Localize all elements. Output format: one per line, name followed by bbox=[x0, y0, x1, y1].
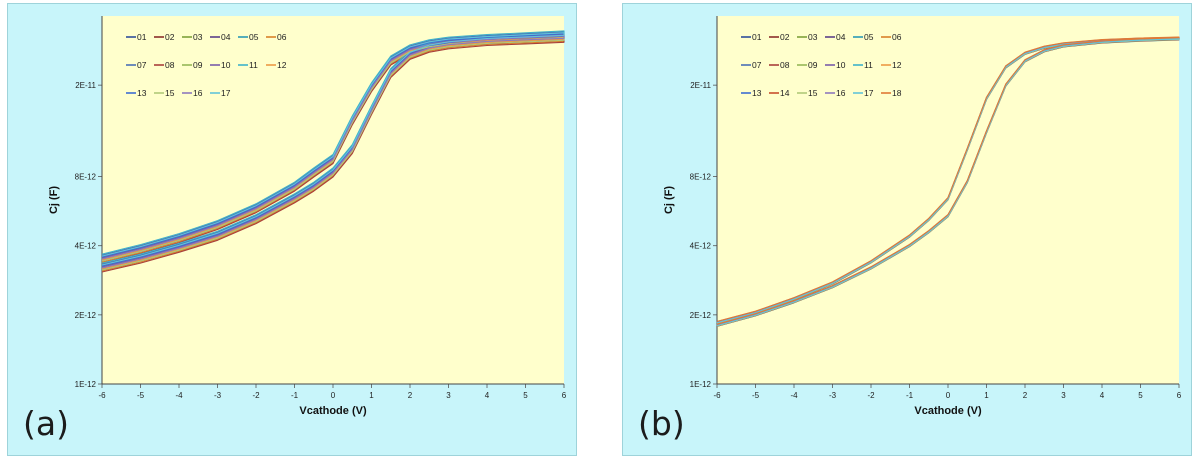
legend-label-12: 12 bbox=[892, 60, 902, 70]
x-tick-label: -1 bbox=[291, 391, 299, 400]
panel-label-b: (b) bbox=[638, 404, 685, 443]
legend-label-09: 09 bbox=[193, 60, 203, 70]
x-tick-label: 4 bbox=[485, 391, 490, 400]
legend-label-07: 07 bbox=[752, 60, 762, 70]
x-tick-label: 1 bbox=[984, 391, 989, 400]
legend-label-04: 04 bbox=[836, 32, 846, 42]
chart-b-svg: -6 -5 -4 -3 -2 -1 0 1 2 3 4 5 61E-122E-124E-128E-122… bbox=[663, 16, 1182, 417]
legend-label-12: 12 bbox=[277, 60, 287, 70]
legend-label-17: 17 bbox=[864, 88, 874, 98]
legend-label-11: 11 bbox=[249, 60, 258, 70]
legend-label-16: 16 bbox=[193, 88, 203, 98]
series-line-17 bbox=[101, 32, 565, 266]
y-tick-label: 2E-11 bbox=[75, 81, 96, 90]
y-tick-label: 4E-12 bbox=[75, 242, 97, 251]
legend-label-08: 08 bbox=[165, 60, 175, 70]
legend-label-07: 07 bbox=[137, 60, 147, 70]
x-tick-label: -2 bbox=[867, 391, 875, 400]
legend-label-13: 13 bbox=[137, 88, 147, 98]
x-tick-label: 4 bbox=[1100, 391, 1105, 400]
x-tick-label: 2 bbox=[1023, 391, 1028, 400]
legend-label-11: 11 bbox=[864, 60, 873, 70]
legend-label-16: 16 bbox=[836, 88, 846, 98]
x-tick-label: 6 bbox=[1177, 391, 1182, 400]
x-tick-label: 5 bbox=[1138, 391, 1143, 400]
legend-label-04: 04 bbox=[221, 32, 231, 42]
chart-panel-b: -6 -5 -4 -3 -2 -1 0 1 2 3 4 5 6 1E-12 2E-12 4E-12 8E-12 2… bbox=[622, 3, 1192, 456]
x-tick-label: -1 bbox=[906, 391, 914, 400]
series-line-18 bbox=[716, 36, 1180, 325]
y-tick-label: 8E-12 bbox=[690, 173, 712, 182]
x-axis-title: Vcathode (V) bbox=[914, 405, 982, 417]
legend-label-09: 09 bbox=[808, 60, 818, 70]
y-tick-label: 1E-12 bbox=[75, 380, 97, 389]
y-tick-label: 2E-11 bbox=[690, 81, 711, 90]
legend-label-13: 13 bbox=[752, 88, 762, 98]
x-axis-title: Vcathode (V) bbox=[299, 405, 367, 417]
legend-label-02: 02 bbox=[165, 32, 175, 42]
legend-label-15: 15 bbox=[808, 88, 818, 98]
y-tick-label: 1E-12 bbox=[690, 380, 712, 389]
x-tick-label: -4 bbox=[790, 391, 798, 400]
x-tick-label: 3 bbox=[1061, 391, 1066, 400]
chart-panel-a: -6 -5 -4 -3 -2 -1 0 1 2 3 4 5 6 1E-12 2E-12 4E-12 8E-12 2… bbox=[7, 3, 577, 456]
legend-label-18: 18 bbox=[892, 88, 902, 98]
x-tick-label: -2 bbox=[252, 391, 260, 400]
legend-label-03: 03 bbox=[808, 32, 818, 42]
series-line-11 bbox=[101, 30, 565, 264]
y-tick-label: 2E-12 bbox=[690, 311, 712, 320]
legend-label-17: 17 bbox=[221, 88, 231, 98]
x-tick-label: 3 bbox=[446, 391, 451, 400]
series-line-15 bbox=[101, 37, 565, 271]
series-line-08 bbox=[101, 39, 565, 273]
legend-label-01: 01 bbox=[137, 32, 147, 42]
y-tick-label: 2E-12 bbox=[75, 311, 97, 320]
legend-label-10: 10 bbox=[221, 60, 231, 70]
plot-area bbox=[102, 16, 564, 384]
y-axis-title: Cj (F) bbox=[663, 186, 675, 214]
legend-label-10: 10 bbox=[836, 60, 846, 70]
x-tick-label: 0 bbox=[946, 391, 951, 400]
legend-label-14: 14 bbox=[780, 88, 790, 98]
legend-label-06: 06 bbox=[892, 32, 902, 42]
x-tick-label: 1 bbox=[369, 391, 374, 400]
x-tick-label: -3 bbox=[829, 391, 837, 400]
series-line-17 bbox=[716, 37, 1180, 327]
x-tick-label: -5 bbox=[752, 391, 760, 400]
x-tick-label: 6 bbox=[562, 391, 567, 400]
x-tick-label: -3 bbox=[214, 391, 222, 400]
legend-label-08: 08 bbox=[780, 60, 790, 70]
y-axis-title: Cj (F) bbox=[48, 186, 60, 214]
y-tick-label: 4E-12 bbox=[690, 242, 712, 251]
chart-a-svg: -6 -5 -4 -3 -2 -1 0 1 2 3 4 5 61E-122E-124E-128E-122… bbox=[48, 16, 567, 417]
x-tick-label: 2 bbox=[408, 391, 413, 400]
x-tick-label: 5 bbox=[523, 391, 528, 400]
y-tick-label: 8E-12 bbox=[75, 173, 97, 182]
legend-label-06: 06 bbox=[277, 32, 287, 42]
legend-label-05: 05 bbox=[864, 32, 874, 42]
series-line-16 bbox=[101, 35, 565, 269]
x-tick-label: -6 bbox=[98, 391, 106, 400]
x-tick-label: -6 bbox=[713, 391, 721, 400]
legend-label-05: 05 bbox=[249, 32, 259, 42]
x-tick-label: -5 bbox=[137, 391, 145, 400]
legend-label-02: 02 bbox=[780, 32, 790, 42]
panel-label-a: (a) bbox=[23, 404, 69, 443]
legend-label-03: 03 bbox=[193, 32, 203, 42]
x-tick-label: -4 bbox=[175, 391, 183, 400]
legend-label-01: 01 bbox=[752, 32, 762, 42]
x-tick-label: 0 bbox=[331, 391, 336, 400]
legend-label-15: 15 bbox=[165, 88, 175, 98]
